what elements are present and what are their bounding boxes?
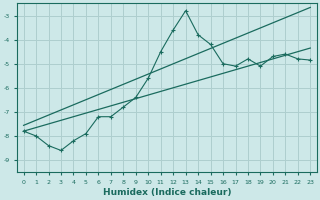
X-axis label: Humidex (Indice chaleur): Humidex (Indice chaleur) — [103, 188, 231, 197]
